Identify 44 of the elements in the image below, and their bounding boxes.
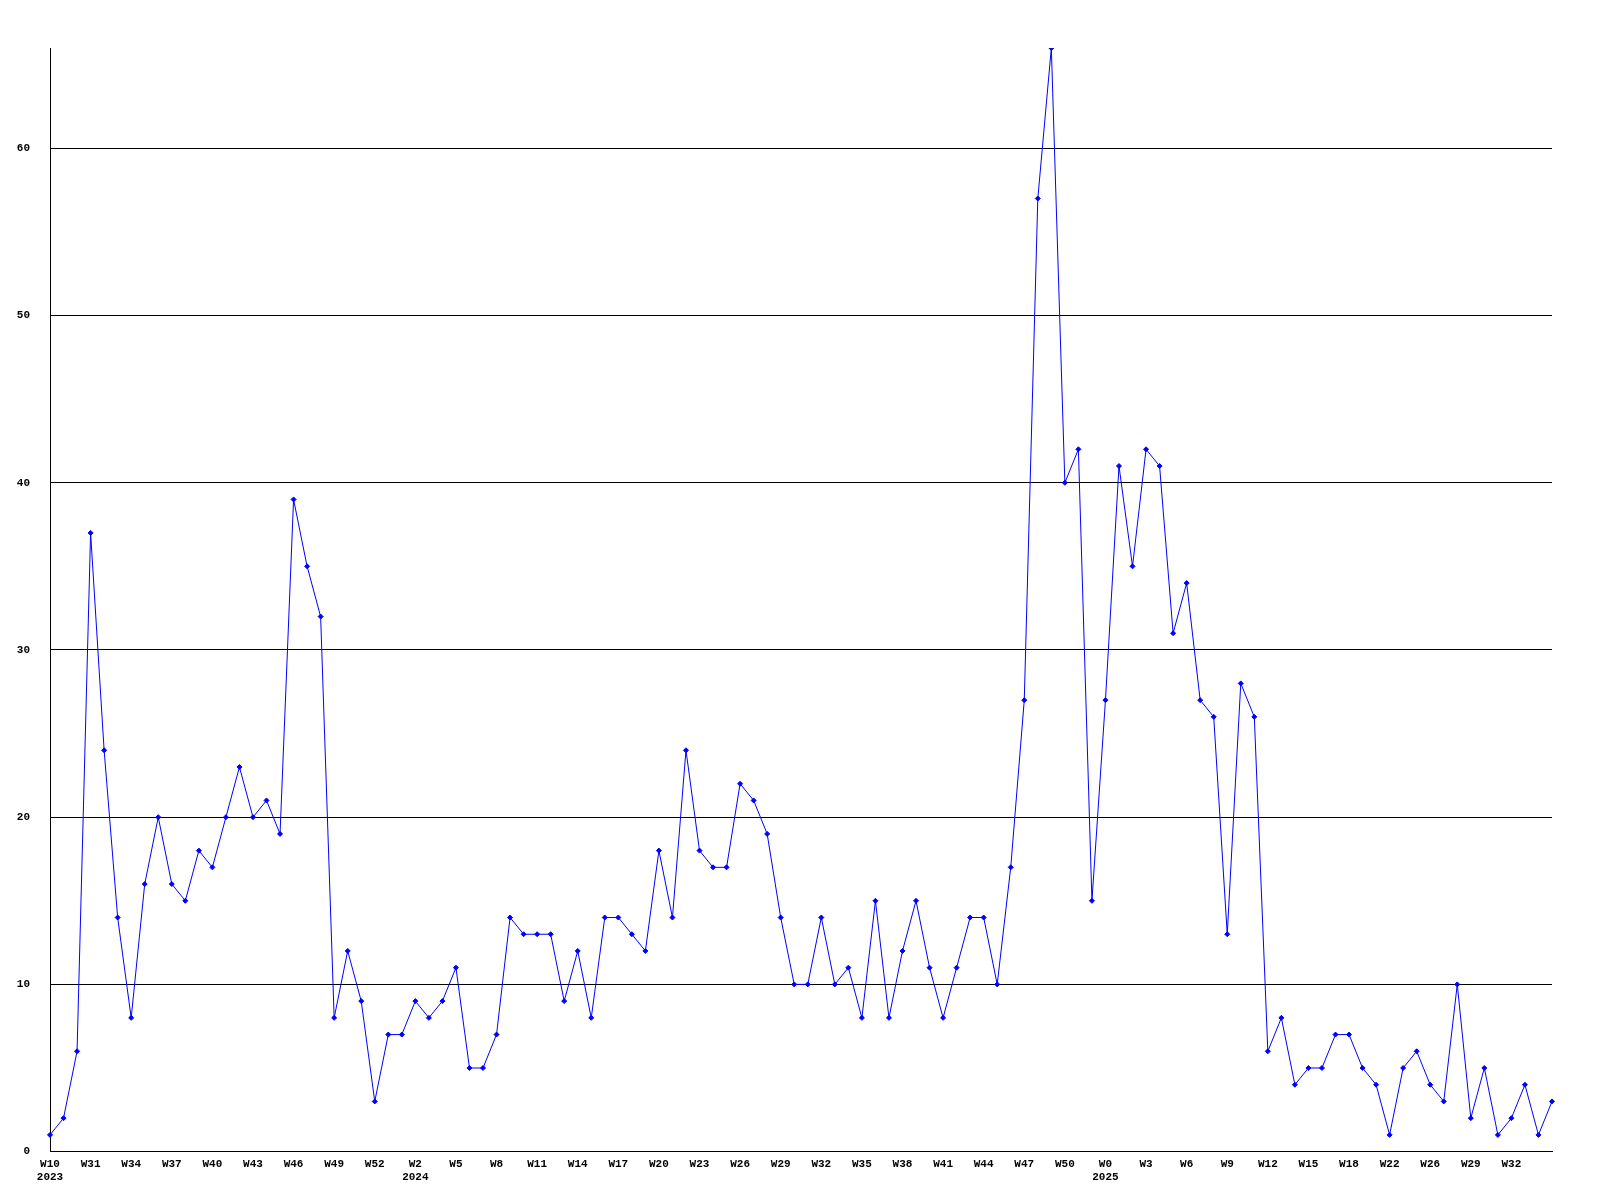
x-tick-label: W35 xyxy=(851,1157,873,1170)
x-tick-label: W2 2024 xyxy=(402,1157,429,1184)
x-tick-label: W43 xyxy=(243,1157,264,1170)
x-tick-label: W49 xyxy=(324,1157,345,1170)
x-tick-label: W5 xyxy=(449,1157,463,1170)
x-tick-label: W17 xyxy=(608,1157,629,1170)
x-tick-label: W34 xyxy=(121,1157,142,1170)
x-tick-label: W47 xyxy=(1014,1157,1035,1170)
x-tick-label: W41 xyxy=(933,1157,954,1170)
x-tick-label: W29 xyxy=(1460,1157,1481,1170)
y-tick-label: 20 xyxy=(16,810,30,823)
x-tick-label: W32 xyxy=(1501,1157,1522,1170)
y-tick-label: 50 xyxy=(16,309,30,322)
x-tick-label: W9 xyxy=(1220,1157,1234,1170)
x-tick-label: W44 xyxy=(973,1157,994,1170)
x-tick-label: W37 xyxy=(161,1157,182,1170)
x-tick-label: W38 xyxy=(892,1157,913,1170)
y-tick-label: 30 xyxy=(16,643,30,656)
x-tick-label: W18 xyxy=(1339,1157,1360,1170)
x-tick-label: W22 xyxy=(1379,1157,1400,1170)
x-tick-label: W20 xyxy=(649,1157,669,1170)
x-tick-label: W46 xyxy=(283,1157,304,1170)
y-tick-label: 10 xyxy=(16,978,30,991)
x-tick-label: W6 xyxy=(1180,1157,1194,1170)
x-tick-label: W52 xyxy=(364,1157,385,1170)
y-tick-label: 40 xyxy=(16,476,30,489)
x-tick-label: W3 xyxy=(1139,1157,1154,1170)
x-tick-label: W50 xyxy=(1054,1157,1075,1170)
x-tick-label: W29 xyxy=(770,1157,791,1170)
x-tick-label: W23 xyxy=(689,1157,710,1170)
x-tick-label: W15 xyxy=(1298,1157,1319,1170)
y-tick-label: 0 xyxy=(23,1145,30,1158)
x-tick-label: W26 xyxy=(730,1157,751,1170)
x-tick-label: W26 xyxy=(1420,1157,1441,1170)
x-tick-label: W0 2025 xyxy=(1092,1157,1120,1184)
x-tick-label: W40 xyxy=(202,1157,223,1170)
x-tick-label: W12 xyxy=(1257,1157,1278,1170)
y-tick-label: 60 xyxy=(16,142,30,155)
x-tick-label: W11 xyxy=(527,1157,548,1170)
x-tick-label: W10 2023 xyxy=(36,1157,64,1184)
x-tick-label: W32 xyxy=(811,1157,832,1170)
x-tick-label: W14 xyxy=(567,1157,589,1170)
x-tick-label: W31 xyxy=(80,1157,101,1170)
x-tick-label: W8 xyxy=(489,1157,504,1170)
